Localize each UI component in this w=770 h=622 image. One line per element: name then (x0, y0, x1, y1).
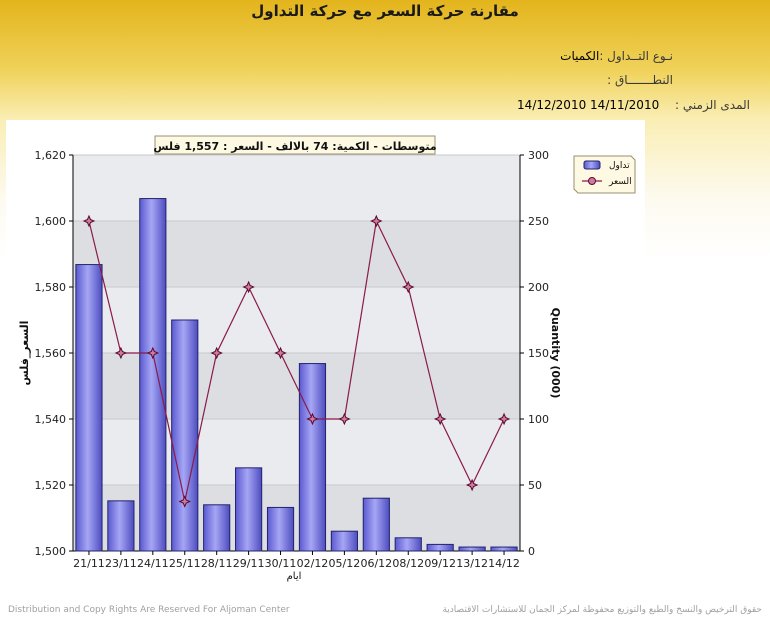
price-point-marker (497, 412, 511, 426)
price-point-marker (242, 280, 255, 294)
x-tick-label: 02/12 (297, 557, 329, 570)
price-point-marker (82, 214, 96, 228)
right-tick-label: 50 (528, 479, 542, 492)
price-point-marker (370, 214, 383, 228)
trade-type-row: نـوع التــداول :الكميات (560, 49, 673, 63)
x-tick-label: 30/11 (265, 557, 297, 570)
x-tick-label: 08/12 (392, 557, 424, 570)
volume-bar (171, 319, 199, 552)
x-tick-label: 09/12 (424, 557, 456, 570)
legend-label-volume: تداول (609, 161, 630, 171)
left-tick-label: 1,520 (35, 479, 67, 492)
price-volume-chart: 1,500 1,520 1,540 1,560 1,580 1,600 1,620 0 50 10… (18, 135, 636, 582)
period-from: 14/11/2010 (590, 98, 660, 112)
trade-type-value: الكميات (560, 49, 600, 63)
left-tick-label: 1,540 (35, 413, 67, 426)
legend-swatch-volume (583, 160, 601, 170)
x-tick-label: 25/11 (169, 557, 201, 570)
x-tick-label: 23/11 (105, 557, 137, 570)
left-tick-label: 1,560 (35, 347, 67, 360)
volume-bar (235, 467, 263, 552)
left-tick-label: 1,600 (35, 215, 67, 228)
x-tick-label: 14/12 (488, 557, 520, 570)
legend-label-price: السعر (608, 177, 632, 187)
volume-bar (458, 546, 486, 552)
price-point-marker (274, 346, 287, 360)
volume-bar (362, 497, 390, 552)
x-axis-title: ايام (287, 571, 302, 582)
page-title: مقارنة حركة السعر مع حركة التداول (251, 2, 519, 20)
right-tick-label: 150 (528, 347, 549, 360)
volume-bar (426, 543, 454, 552)
x-tick-label: 06/12 (360, 557, 392, 570)
right-axis-title: Quantity (000) (549, 308, 562, 399)
volume-bar (266, 506, 295, 552)
period-to: 14/12/2010 (517, 98, 587, 112)
period-label: المدى الزمني : (675, 98, 750, 112)
chart-panel: 1,500 1,520 1,540 1,560 1,580 1,600 1,620 0 50 10… (6, 120, 645, 598)
chart-header-box (154, 135, 436, 155)
volume-bar (107, 500, 135, 552)
price-point-marker (338, 412, 351, 426)
footer-copyright-ar: حقوق الترخيص والنسخ والطبع والتوزيع محفو… (442, 605, 762, 615)
x-tick-label: 13/12 (456, 557, 488, 570)
volume-bar (490, 546, 518, 552)
right-tick-label: 100 (528, 413, 549, 426)
x-tick-label: 05/12 (329, 557, 361, 570)
price-point-marker (178, 495, 192, 508)
price-point-marker (433, 412, 447, 426)
right-tick-label: 300 (528, 149, 549, 162)
x-tick-label: 24/11 (137, 557, 169, 570)
left-axis-title: السعر_فلس (18, 321, 31, 386)
volume-bar (394, 537, 422, 552)
left-tick-label: 1,500 (35, 545, 67, 558)
trade-type-label: نـوع التــداول : (599, 49, 673, 63)
volume-bar (139, 198, 167, 552)
price-point-marker (210, 346, 223, 360)
period-row: المدى الزمني : 14/11/2010 14/12/2010 (517, 98, 750, 112)
price-point-marker (465, 478, 479, 492)
price-point-marker (146, 346, 160, 360)
price-point-marker (401, 280, 415, 294)
price-point-marker (306, 412, 319, 426)
price-point-marker (114, 346, 128, 360)
chart-header-text: متوسطات - الكمية: 74 بالالف - السعر : 1,… (153, 140, 436, 153)
volume-bar (203, 504, 231, 552)
legend-swatch-price-marker (588, 177, 596, 185)
price-line (88, 219, 505, 502)
right-tick-label: 200 (528, 281, 549, 294)
right-tick-label: 250 (528, 215, 549, 228)
scope-label: النطـــــــاق : (607, 73, 673, 87)
right-tick-label: 0 (528, 545, 535, 558)
x-tick-label: 28/11 (201, 557, 233, 570)
footer-copyright-en: Distribution and Copy Rights Are Reserve… (8, 605, 290, 615)
scope-row: النطـــــــاق : (607, 73, 673, 87)
x-tick-label: 29/11 (233, 557, 265, 570)
volume-bar (75, 264, 103, 552)
left-tick-label: 1,620 (35, 149, 67, 162)
volume-bar (298, 363, 327, 552)
volume-bar (330, 530, 358, 552)
x-tick-label: 21/11 (73, 557, 105, 570)
left-tick-label: 1,580 (35, 281, 67, 294)
